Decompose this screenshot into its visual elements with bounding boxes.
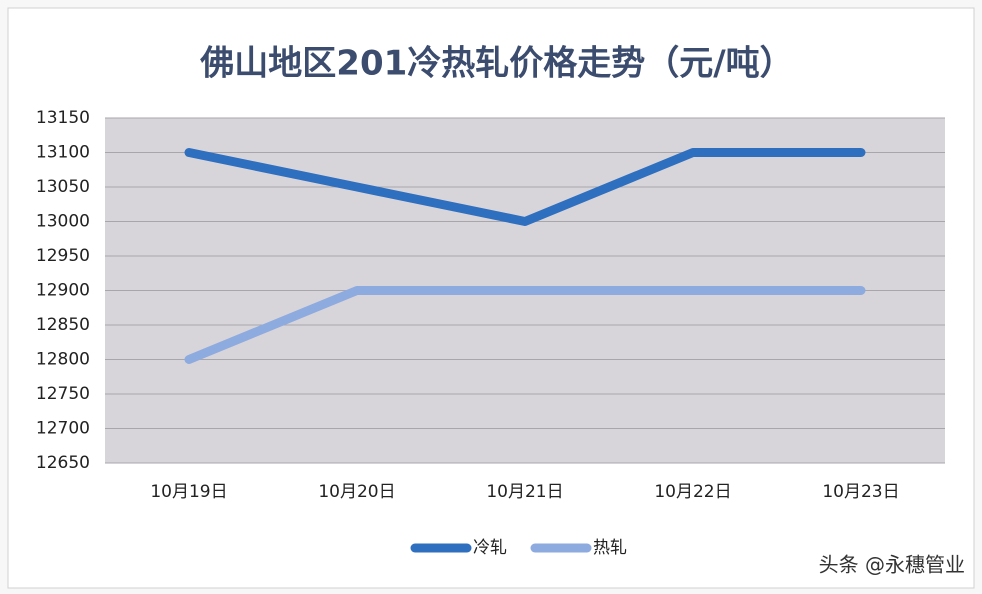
legend-label: 冷轧: [473, 538, 507, 558]
y-tick-label: 13150: [36, 108, 90, 128]
series-line: [184, 286, 866, 364]
y-tick-label: 12700: [36, 419, 90, 439]
x-tick-label: 10月20日: [318, 482, 395, 502]
x-tick-label: 10月19日: [150, 482, 227, 502]
series-line: [184, 148, 866, 226]
y-tick-label: 12950: [36, 246, 90, 266]
x-tick-label: 10月23日: [822, 482, 899, 502]
x-tick-label: 10月21日: [486, 482, 563, 502]
y-tick-label: 13000: [36, 212, 90, 232]
y-tick-label: 13050: [36, 177, 90, 197]
watermark: 头条 @永穗管业: [819, 553, 965, 577]
y-tick-label: 12650: [36, 453, 90, 473]
y-tick-label: 12900: [36, 281, 90, 301]
legend-label: 热轧: [593, 538, 627, 558]
y-tick-label: 12850: [36, 315, 90, 335]
chart-title: 佛山地区201冷热轧价格走势（元/吨）: [199, 44, 793, 84]
y-tick-label: 12800: [36, 350, 90, 370]
x-tick-label: 10月22日: [654, 482, 731, 502]
y-tick-label: 12750: [36, 384, 90, 404]
y-tick-label: 13100: [36, 143, 90, 163]
